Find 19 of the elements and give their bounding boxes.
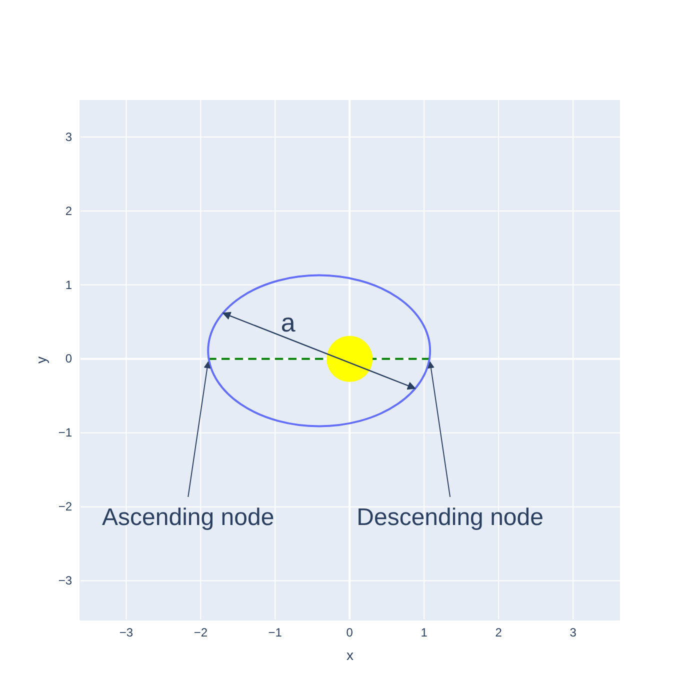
y-tick-label: 1 xyxy=(65,278,72,292)
y-tick-label: −1 xyxy=(58,426,72,440)
x-axis-title: x xyxy=(346,647,354,663)
annotation: Descending node xyxy=(356,504,544,532)
annotation: Ascending node xyxy=(102,504,274,532)
x-tick-label: 3 xyxy=(570,626,577,640)
y-axis-title: y xyxy=(33,356,49,364)
y-tick-label: 3 xyxy=(65,130,72,144)
x-tick-label: −2 xyxy=(194,626,208,640)
x-tick-label: 2 xyxy=(495,626,502,640)
y-tick-label: −2 xyxy=(58,500,72,514)
y-tick-label: −3 xyxy=(58,574,72,588)
x-tick-label: −3 xyxy=(119,626,134,640)
x-tick-label: 1 xyxy=(420,626,428,640)
y-tick-label: 2 xyxy=(65,204,72,218)
y-tick-label: 0 xyxy=(65,352,72,366)
x-tick-label: −1 xyxy=(268,626,282,640)
annotation: a xyxy=(280,308,296,338)
x-tick-label: 0 xyxy=(346,626,354,640)
